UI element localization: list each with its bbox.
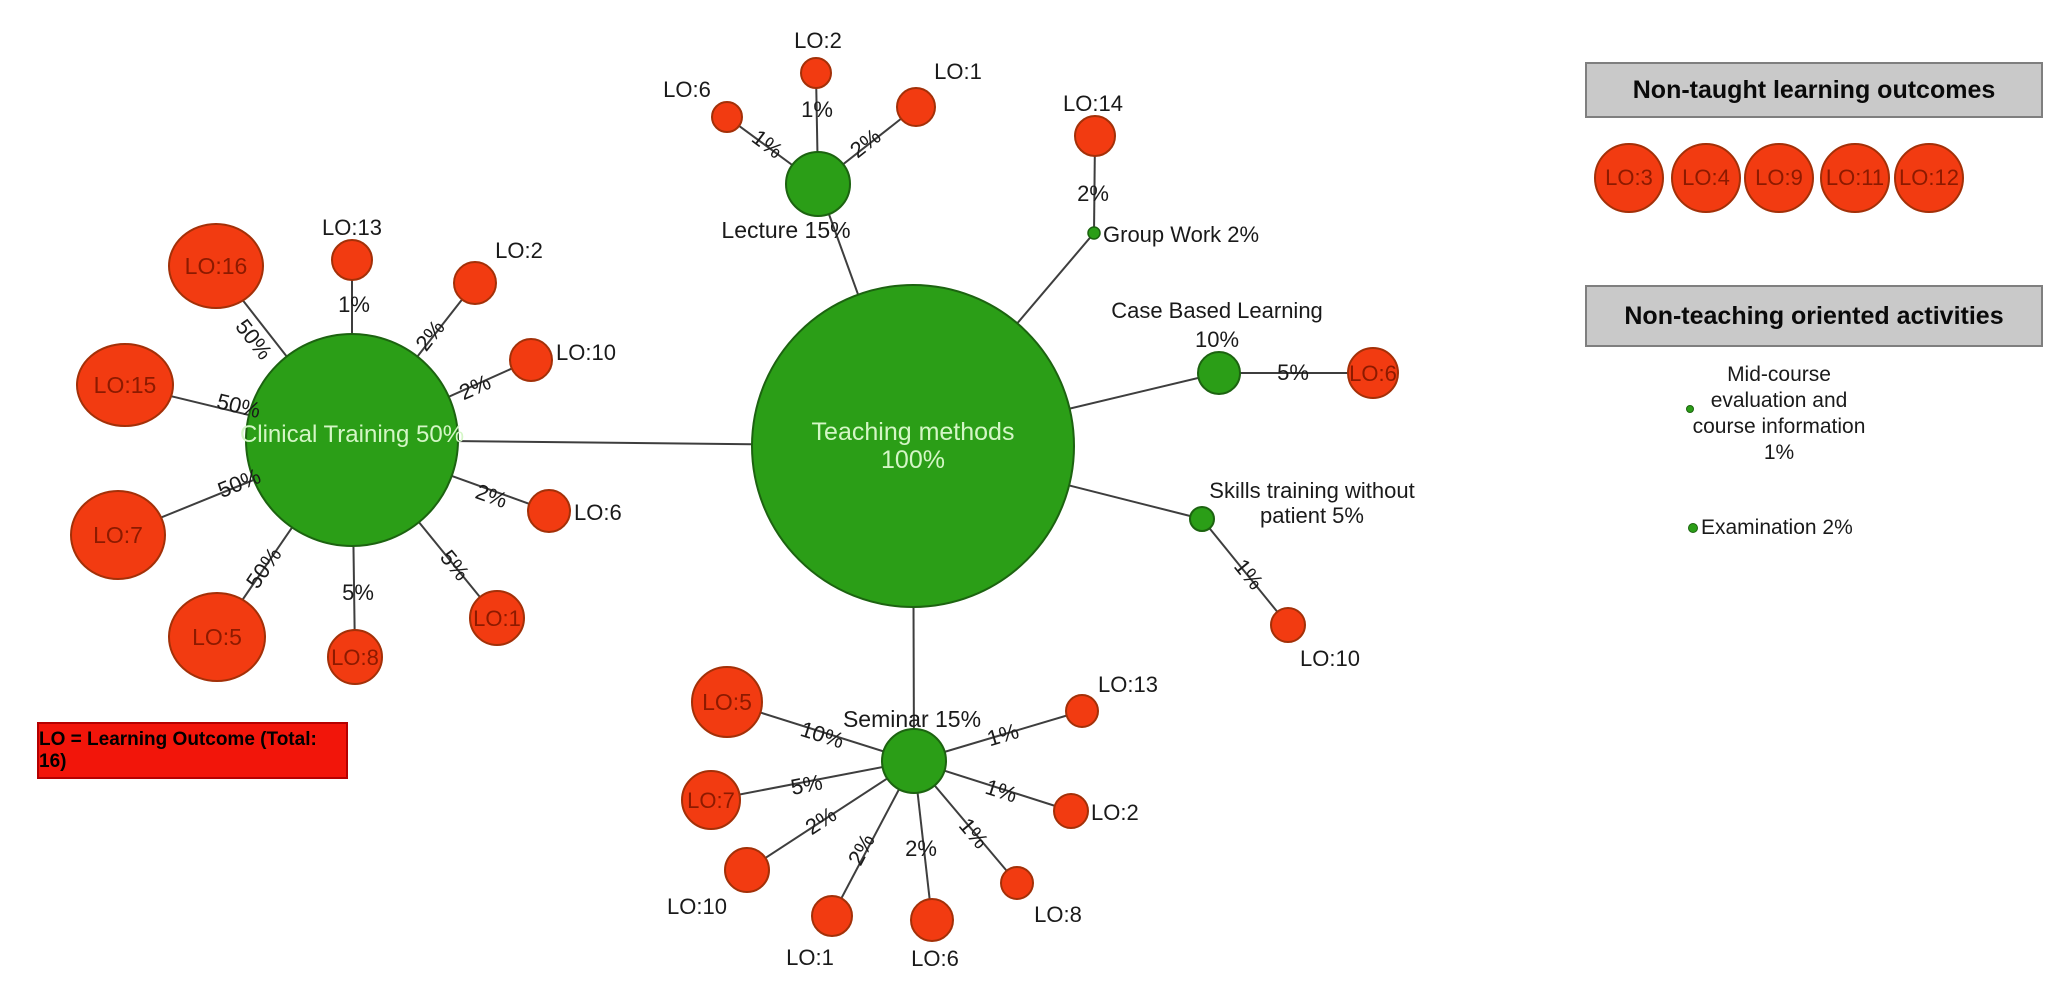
node-cbl: [1197, 351, 1241, 395]
node-sem-lo2: [1053, 793, 1089, 829]
edge-seminar-sem-lo10: [746, 760, 915, 871]
node-cli-lo10: [509, 338, 553, 382]
edge-label-clinical-cli-lo6: 2%: [472, 479, 510, 513]
node-label-cli-lo6: LO:6: [574, 500, 622, 525]
node-cli-lo7: [70, 490, 166, 580]
node-cli-lo6: [527, 489, 571, 533]
node-sem-lo10: [724, 847, 770, 893]
node-skills: [1189, 506, 1215, 532]
non-taught-outcome-lo3: LO:3: [1594, 143, 1664, 213]
node-cli-lo13: [331, 239, 373, 281]
midcourse-label: Mid-course evaluation and course informati…: [1692, 363, 1866, 464]
node-lec-lo6: [711, 101, 743, 133]
edge-label-clinical-cli-lo13: 1%: [338, 292, 370, 317]
node-sem-lo6: [910, 898, 954, 942]
node-label-cli-lo13: LO:13: [322, 215, 382, 240]
node-label-sem-lo10: LO:10: [667, 894, 727, 919]
node-teaching: [751, 284, 1075, 608]
node-lec-lo1: [896, 87, 936, 127]
node-label-cli-lo1: LO:1: [473, 606, 521, 631]
node-label-sem-lo1: LO:1: [786, 945, 834, 970]
edge-label-seminar-sem-lo10: 2%: [801, 802, 841, 840]
node-label-cli-lo2: LO:2: [495, 238, 543, 263]
edge-label-clinical-cli-lo10: 2%: [455, 369, 494, 405]
node-label-cli-lo7: LO:7: [93, 522, 143, 548]
node-lecture: [785, 151, 851, 217]
node-cli-lo15: [76, 343, 174, 427]
non-taught-panel-title: Non-taught learning outcomes: [1585, 62, 2043, 118]
edge-label-seminar-sem-lo5: 10%: [797, 716, 847, 753]
node-seminar: [881, 728, 947, 794]
node-sem-lo13: [1065, 694, 1099, 728]
edge-label-clinical-cli-lo16: 50%: [231, 314, 278, 364]
edge-label-clinical-cli-lo7: 50%: [214, 463, 264, 503]
node-cli-lo2: [453, 261, 497, 305]
node-label-lec-lo6: LO:6: [663, 77, 711, 102]
node-label-lecture: Lecture 15%: [721, 217, 850, 243]
node-label-cbl-lo6: LO:6: [1349, 361, 1397, 386]
edge-label-seminar-sem-lo2: 1%: [982, 774, 1020, 807]
edge-label-seminar-sem-lo6: 2%: [905, 836, 937, 861]
edge-label-groupwork-grp-lo14: 2%: [1077, 181, 1109, 206]
node-cli-lo1: [469, 590, 525, 646]
node-label-teaching-1: 100%: [881, 446, 945, 474]
midcourse-dot-icon: [1686, 405, 1694, 413]
edge-skills-skl-lo10: [1201, 518, 1289, 626]
node-label-skl-lo10: LO:10: [1300, 646, 1360, 671]
node-sem-lo5: [691, 666, 763, 738]
legend-note-box: LO = Learning Outcome (Total: 16): [37, 722, 348, 779]
node-label-skills-0: Skills training without: [1209, 478, 1414, 503]
node-label-seminar: Seminar 15%: [843, 706, 981, 732]
node-groupwork: [1087, 226, 1101, 240]
node-label-sem-lo6: LO:6: [911, 946, 959, 971]
node-cbl-lo6: [1347, 347, 1399, 399]
non-taught-outcome-lo11: LO:11: [1820, 143, 1890, 213]
node-lec-lo2: [800, 57, 832, 89]
node-label-skills-1: patient 5%: [1260, 503, 1364, 528]
node-label-groupwork: Group Work 2%: [1103, 222, 1259, 247]
non-taught-outcome-lo12: LO:12: [1894, 143, 1964, 213]
node-label-sem-lo5: LO:5: [702, 689, 752, 715]
node-label-cbl-0: Case Based Learning: [1111, 298, 1323, 323]
non-taught-outcome-lo9: LO:9: [1744, 143, 1814, 213]
edge-label-cbl-cbl-lo6: 5%: [1277, 360, 1309, 385]
edge-label-seminar-sem-lo7: 5%: [789, 769, 825, 800]
node-label-sem-lo2: LO:2: [1091, 800, 1139, 825]
edge-seminar-sem-lo7: [710, 760, 915, 801]
node-clinical: [245, 333, 459, 547]
node-label-lec-lo2: LO:2: [794, 28, 842, 53]
node-label-sem-lo7: LO:7: [687, 788, 735, 813]
node-label-lec-lo1: LO:1: [934, 59, 982, 84]
non-taught-outcome-lo4: LO:4: [1671, 143, 1741, 213]
node-label-grp-lo14: LO:14: [1063, 91, 1123, 116]
node-label-clinical: Clinical Training 50%: [240, 421, 464, 448]
node-label-teaching-0: Teaching methods: [812, 418, 1015, 446]
node-label-cli-lo16: LO:16: [185, 253, 248, 279]
node-sem-lo8: [1000, 866, 1034, 900]
node-label-cbl-1: 10%: [1195, 327, 1239, 352]
node-sem-lo7: [681, 770, 741, 830]
node-label-cli-lo5: LO:5: [192, 624, 242, 650]
edge-label-clinical-cli-lo5: 50%: [241, 543, 287, 593]
node-label-cli-lo15: LO:15: [94, 372, 157, 398]
node-cli-lo16: [168, 223, 264, 309]
node-label-sem-lo13: LO:13: [1098, 672, 1158, 697]
non-teaching-panel-title: Non-teaching oriented activities: [1585, 285, 2043, 347]
edge-label-lecture-lec-lo2: 1%: [801, 97, 833, 122]
edge-label-clinical-cli-lo8: 5%: [342, 580, 374, 605]
node-label-cli-lo10: LO:10: [556, 340, 616, 365]
node-grp-lo14: [1074, 115, 1116, 157]
node-sem-lo1: [811, 895, 853, 937]
node-label-cli-lo8: LO:8: [331, 645, 379, 670]
edge-label-seminar-sem-lo13: 1%: [984, 718, 1022, 751]
examination-label: Examination 2%: [1701, 516, 1853, 539]
examination-dot-icon: [1688, 523, 1698, 533]
edge-label-clinical-cli-lo1: 5%: [435, 545, 474, 585]
node-label-sem-lo8: LO:8: [1034, 902, 1082, 927]
node-cli-lo5: [168, 592, 266, 682]
node-cli-lo8: [327, 629, 383, 685]
node-skl-lo10: [1270, 607, 1306, 643]
